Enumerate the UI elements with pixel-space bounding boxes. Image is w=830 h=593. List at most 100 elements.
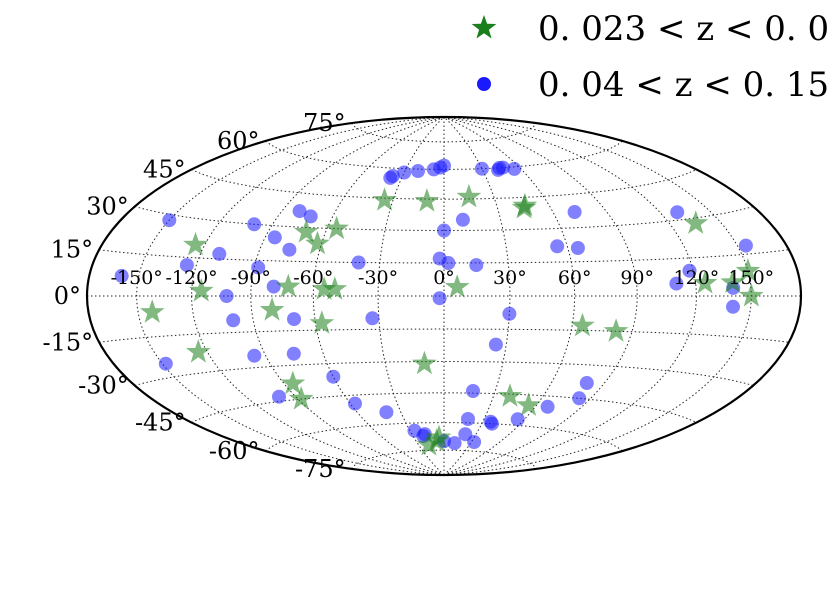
meridian-line [136, 117, 445, 475]
legend-star-icon [471, 15, 497, 39]
circle-marker [466, 384, 480, 398]
circle-marker [365, 311, 380, 326]
circle-marker [114, 268, 129, 283]
parallel-line [351, 449, 537, 470]
star-marker [416, 432, 442, 456]
circle-marker [507, 161, 522, 176]
circle-marker [326, 369, 341, 384]
x-tick-label: 90° [620, 267, 654, 289]
star-marker [309, 310, 335, 334]
circle-marker [726, 299, 740, 314]
star-marker [444, 274, 470, 298]
star-marker [259, 297, 285, 321]
circle-marker [303, 209, 318, 224]
star-marker [322, 276, 348, 300]
star-marker [739, 283, 764, 307]
x-tick-label: -30° [358, 267, 398, 289]
circle-marker [397, 165, 412, 180]
x-tick-label: 120° [674, 267, 720, 289]
circle-marker [385, 169, 400, 183]
circle-marker [437, 158, 451, 173]
star-marker [188, 278, 214, 302]
star-marker [456, 183, 482, 208]
y-tick-label: 30° [86, 193, 129, 221]
circle-marker [441, 256, 456, 270]
circle-marker [179, 258, 194, 273]
star-marker [412, 350, 437, 375]
circle-marker [287, 312, 301, 327]
circle-marker [572, 391, 587, 406]
circle-marker [212, 246, 227, 261]
x-tick-label: -150° [111, 267, 163, 289]
parallel-line [351, 122, 537, 143]
star-marker [288, 386, 314, 410]
x-tick-label: -60° [293, 267, 333, 289]
circle-marker [286, 346, 301, 361]
circle-marker [447, 436, 462, 451]
y-tick-label: 15° [51, 236, 94, 264]
circle-marker [379, 405, 394, 420]
star-marker [139, 299, 165, 323]
star-marker [305, 230, 330, 255]
circle-marker [272, 389, 286, 404]
circle-marker [432, 291, 447, 306]
y-tick-label: -15° [43, 328, 94, 356]
y-tick-label: -75° [295, 455, 346, 483]
x-tick-label: -120° [166, 267, 218, 289]
star-marker [512, 192, 538, 217]
star-marker [497, 383, 523, 407]
y-tick-label: 45° [143, 155, 186, 183]
circle-marker [484, 416, 499, 431]
x-tick-label: 150° [728, 267, 774, 289]
circle-marker [540, 399, 555, 414]
x-tick-label: -90° [231, 267, 271, 289]
circle-marker [669, 276, 684, 291]
circle-marker [351, 255, 366, 270]
y-tick-label: -30° [78, 372, 129, 400]
star-marker [414, 188, 440, 212]
circle-marker [251, 260, 266, 275]
star-marker [311, 276, 337, 300]
circle-marker [488, 337, 503, 352]
legend-circle-icon [477, 77, 491, 91]
legend-label: 0. 023 < z < 0. 04 [538, 9, 830, 49]
x-tick-labels: -150° -120° -90° -60° -30° 0° 30° 60° 90° 120° 150… [111, 267, 775, 289]
circle-marker [502, 306, 517, 321]
star-marker [424, 428, 449, 452]
x-tick-label: 30° [493, 267, 527, 289]
circle-marker [469, 258, 484, 273]
circle-marker [282, 242, 297, 257]
star-marker [280, 370, 306, 395]
meridian-line [191, 117, 445, 475]
y-tick-label: 60° [217, 127, 260, 155]
y-tick-label: -45° [135, 409, 186, 437]
circle-marker [411, 164, 425, 178]
circle-marker [247, 348, 262, 363]
star-marker [603, 318, 629, 342]
parallel-line [191, 392, 697, 424]
legend: 0. 023 < z < 0. 04 0. 04 < z < 0. 15 [471, 9, 830, 105]
star-marker [293, 219, 319, 243]
x-tick-label: 60° [558, 267, 592, 289]
circle-marker [461, 412, 475, 426]
star-marker [275, 273, 301, 298]
parallel-line [191, 168, 697, 200]
circle-marker [247, 217, 262, 232]
circle-marker [510, 412, 525, 427]
meridian-line [443, 117, 697, 475]
star-marker [186, 339, 211, 363]
star-marker [683, 210, 709, 234]
circle-marker [670, 205, 685, 220]
circle-marker [458, 427, 473, 442]
circle-marker [567, 205, 582, 219]
circle-marker [226, 313, 241, 328]
circle-marker [738, 238, 753, 253]
circle-marker [267, 230, 282, 245]
parallel-line [99, 328, 789, 343]
star-marker [692, 270, 718, 294]
circle-marker [455, 212, 470, 227]
y-tick-labels: -75° -60° -45°-30° -15° 0° 15° 30° 45° 60° 75° [43, 109, 346, 483]
projection-boundary [85, 115, 803, 477]
y-tick-label: -60° [209, 437, 260, 465]
y-tick-label: 0° [54, 282, 81, 310]
